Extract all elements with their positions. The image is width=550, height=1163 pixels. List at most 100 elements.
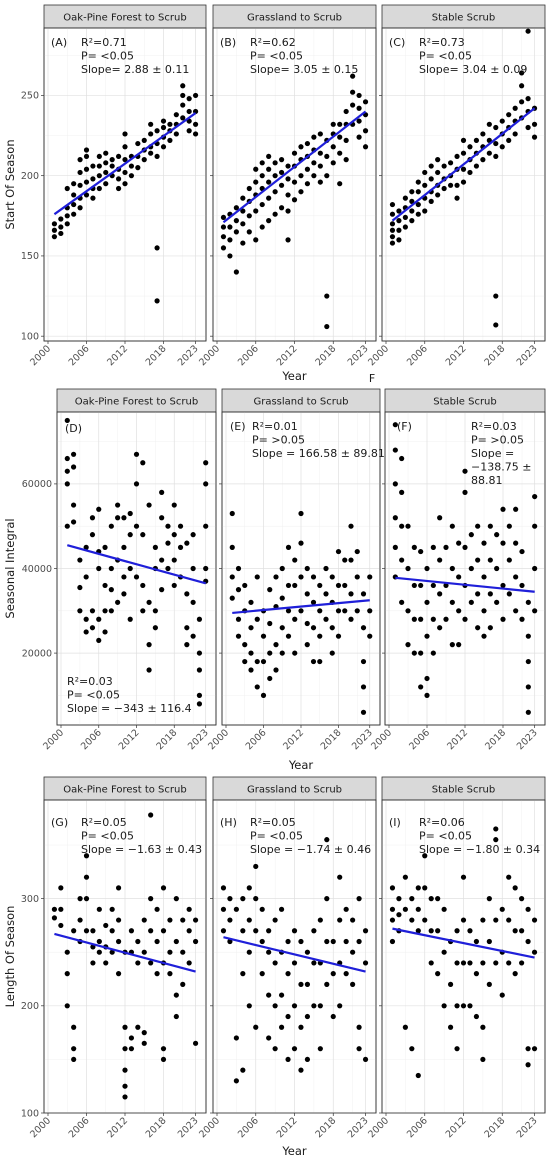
data-point: [71, 928, 77, 934]
data-point: [428, 163, 434, 169]
data-point: [227, 237, 233, 243]
data-point: [154, 971, 160, 977]
data-point: [424, 565, 430, 572]
data-point: [233, 269, 239, 275]
x-tick-label: 2000: [197, 343, 222, 368]
data-point: [396, 237, 402, 243]
data-point: [311, 928, 317, 934]
data-point: [424, 675, 430, 682]
data-point: [304, 981, 311, 987]
regression-line: [223, 936, 366, 973]
data-point: [362, 1056, 369, 1063]
data-point: [167, 949, 173, 955]
data-point: [430, 616, 436, 622]
data-point: [362, 99, 369, 105]
data-point: [443, 582, 449, 589]
data-point: [475, 591, 481, 597]
data-point: [480, 131, 486, 137]
data-point: [337, 150, 343, 156]
data-point: [278, 906, 285, 912]
data-point: [96, 637, 102, 644]
data-point: [192, 1040, 199, 1046]
data-point: [356, 1024, 362, 1030]
data-point: [96, 938, 102, 945]
data-point: [389, 221, 396, 227]
x-tick-label: 2006: [405, 1115, 430, 1140]
y-tick-label: 200: [21, 1001, 39, 1012]
data-point: [512, 131, 518, 137]
data-point: [272, 173, 278, 179]
data-point: [525, 599, 531, 605]
data-point: [437, 625, 443, 631]
data-point: [428, 896, 434, 902]
data-point: [304, 1056, 311, 1063]
data-point: [500, 616, 506, 622]
data-point: [454, 182, 460, 188]
data-point: [356, 134, 362, 140]
data-point: [437, 557, 443, 563]
data-point: [115, 971, 122, 977]
data-point: [486, 981, 492, 987]
x-tick-label: 2023: [176, 343, 201, 368]
data-point: [342, 557, 348, 563]
data-point: [443, 544, 449, 550]
data-point: [229, 544, 235, 550]
data-point: [473, 163, 480, 169]
data-point: [292, 557, 298, 563]
x-tick-label: 2000: [366, 1115, 391, 1140]
data-point: [525, 633, 531, 639]
data-point: [449, 565, 455, 572]
data-point: [192, 938, 199, 945]
data-point: [90, 928, 96, 934]
data-point: [317, 179, 323, 185]
data-point: [454, 960, 460, 966]
data-point: [454, 195, 460, 201]
data-point: [428, 960, 434, 966]
data-point: [350, 981, 356, 987]
data-point: [58, 230, 64, 237]
data-point: [71, 181, 77, 187]
data-point: [122, 1046, 128, 1052]
x-axis-title: Year: [281, 369, 307, 383]
data-point: [337, 917, 343, 923]
data-point: [184, 642, 190, 648]
data-point: [343, 108, 349, 115]
data-point: [285, 544, 292, 550]
data-point: [500, 582, 506, 589]
data-point: [148, 812, 154, 818]
data-point: [90, 163, 96, 169]
data-point: [64, 417, 70, 424]
data-point: [167, 121, 173, 127]
x-tick-label: 2012: [105, 1115, 130, 1140]
data-point: [441, 185, 447, 192]
data-point: [454, 928, 460, 934]
y-axis-title: Length Of Season: [3, 906, 17, 1008]
data-point: [304, 620, 310, 627]
data-point: [493, 322, 499, 328]
data-point: [519, 548, 525, 555]
stat-line: P= <0.05: [250, 50, 303, 63]
data-point: [64, 468, 70, 474]
data-point: [409, 1046, 415, 1052]
data-point: [494, 599, 500, 605]
x-tick-label: 2006: [244, 727, 269, 752]
data-point: [418, 684, 424, 690]
data-point: [481, 633, 487, 639]
data-point: [108, 587, 114, 593]
data-point: [310, 599, 317, 605]
data-point: [396, 218, 402, 224]
data-point: [77, 157, 83, 163]
data-point: [186, 128, 192, 134]
data-point: [343, 137, 349, 143]
data-point: [343, 906, 349, 912]
data-point: [468, 532, 474, 538]
data-point: [83, 192, 90, 198]
data-point: [152, 625, 158, 631]
x-tick-label: 2018: [313, 343, 338, 368]
data-point: [272, 160, 278, 166]
panel-tag: (E): [230, 420, 246, 433]
data-point: [348, 523, 354, 529]
data-point: [128, 928, 135, 934]
data-point: [83, 166, 90, 172]
y-tick-label: 60000: [22, 479, 52, 490]
